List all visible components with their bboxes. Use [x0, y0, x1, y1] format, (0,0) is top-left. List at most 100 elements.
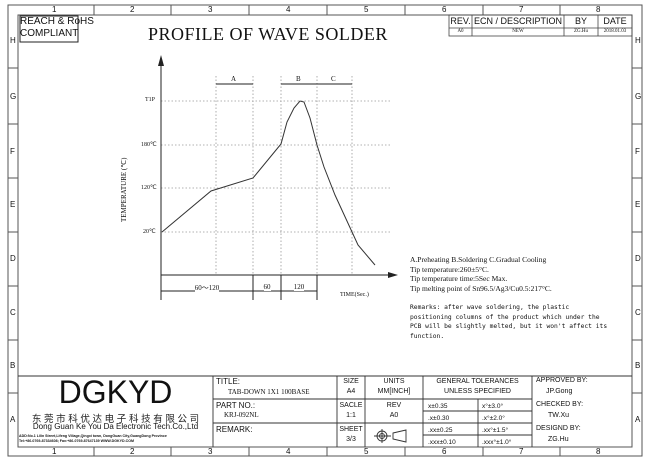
- column-label: 3: [208, 447, 213, 456]
- column-label: 4: [286, 5, 291, 14]
- y-tick-label: 120℃: [141, 185, 157, 191]
- tolerance-header-line: UNLESS SPECIFIED: [444, 388, 511, 395]
- tolerance-value: .x°±2.0°: [482, 415, 505, 422]
- tolerance-header: GENERAL TOLERANCES UNLESS SPECIFIED: [423, 377, 532, 397]
- company-address: ADD:No.1 Lilin Street,Lifeng Village,Qin…: [19, 434, 167, 438]
- tolerance-value: .x±0.30: [428, 415, 450, 422]
- row-label: C: [10, 308, 16, 317]
- date-value: 2018.01.03: [603, 29, 627, 34]
- tolerance-value: x±0.35: [428, 403, 448, 410]
- rev-cell: REV A0: [365, 401, 423, 421]
- remark-label: REMARK:: [216, 425, 253, 434]
- by-header: BY: [574, 16, 587, 26]
- x-axis-label: TIME(Sec.): [340, 292, 369, 298]
- rev-label: REV: [386, 402, 402, 409]
- tolerance-value: .xxx±0.10: [428, 439, 456, 446]
- column-label: 5: [364, 447, 369, 456]
- row-label: B: [10, 361, 16, 370]
- row-label: H: [10, 36, 16, 45]
- by-value: ZG.Hu: [573, 29, 589, 34]
- company-name-cn: 东 莞 市 科 优 达 电 子 科 技 有 限 公 司: [31, 414, 200, 425]
- time-segment-label: 60～120: [194, 284, 220, 292]
- rev-value: A0: [389, 412, 399, 419]
- compliance-line: COMPLIANT: [20, 28, 79, 39]
- row-label: D: [10, 254, 16, 263]
- units-cell: UNITS MM[INCH]: [365, 377, 423, 397]
- column-label: 2: [130, 5, 135, 14]
- ecn-value: NEW: [512, 29, 524, 34]
- temperature-curve: [161, 100, 376, 266]
- company-tel: Tel:+86-0769-87334608; Fax:+86-0769-8764…: [19, 439, 134, 443]
- rev-value: A0: [457, 29, 464, 34]
- zone-label: A: [231, 75, 237, 83]
- size-cell: SIZE A4: [337, 377, 365, 397]
- remark-line: function.: [410, 332, 445, 340]
- row-label: F: [635, 147, 640, 156]
- time-segment-label: 60: [263, 283, 271, 291]
- checked-value: TW.Xu: [548, 412, 570, 419]
- approved-value: JP.Gong: [546, 388, 573, 395]
- tolerance-header-line: GENERAL TOLERANCES: [436, 378, 519, 385]
- angular-tolerances: x°±3.0° .x°±2.0° .xx°±1.5° .xxx°±1.0°: [482, 401, 511, 449]
- column-label: 2: [130, 447, 135, 456]
- row-label: G: [635, 92, 642, 101]
- note-line: Tip temperature time:5Sec Max.: [410, 274, 508, 283]
- drawing-title: PROFILE OF WAVE SOLDER: [148, 24, 388, 44]
- sheet-cell: SHEET 3/3: [337, 425, 365, 445]
- column-label: 3: [208, 5, 213, 14]
- company-name-en: Dong Guan Ke You Da Electronic Tech.Co.,…: [32, 422, 199, 431]
- remark-line: Remarks: after wave soldering, the plast…: [410, 304, 570, 311]
- note-line: A.Preheating B.Soldering C.Gradual Cooli…: [410, 255, 547, 264]
- row-label: E: [10, 200, 16, 209]
- y-tick-label: 180℃: [141, 142, 157, 148]
- title-value: TAB-DOWN 1X1 100BASE: [228, 388, 310, 396]
- size-value: A4: [346, 388, 356, 395]
- remark-line: positioning columns of the product which…: [410, 313, 600, 321]
- part-no-label: PART NO.:: [216, 401, 256, 410]
- rev-header: REV.: [450, 16, 471, 26]
- row-label: F: [10, 147, 15, 156]
- zone-label: C: [331, 75, 336, 83]
- column-label: 8: [596, 5, 601, 14]
- scale-label: SACLE: [339, 402, 363, 409]
- size-label: SIZE: [343, 378, 359, 385]
- row-label: B: [635, 361, 641, 370]
- designed-value: ZG.Hu: [548, 436, 569, 443]
- process-notes: A.Preheating B.Soldering C.Gradual Cooli…: [410, 255, 552, 293]
- row-label: A: [635, 415, 641, 424]
- column-label: 4: [286, 447, 291, 456]
- column-label: 5: [364, 5, 369, 14]
- remarks: Remarks: after wave soldering, the plast…: [410, 303, 607, 341]
- scale-cell: SACLE 1:1: [337, 401, 365, 421]
- column-label: 7: [519, 447, 524, 456]
- row-label: H: [635, 36, 641, 45]
- column-label: 6: [442, 5, 447, 14]
- designed-label: DESIGND BY:: [536, 425, 581, 432]
- zone-label: B: [296, 75, 301, 83]
- column-label: 1: [52, 447, 57, 456]
- checked-label: CHECKED BY:: [536, 401, 584, 408]
- compliance-line: REACH & RoHS: [20, 16, 94, 27]
- row-label: D: [635, 254, 641, 263]
- sheet-label: SHEET: [339, 426, 363, 433]
- column-label: 7: [519, 5, 524, 14]
- company-logo: DGKYD: [58, 374, 173, 410]
- tolerance-value: .xxx°±1.0°: [482, 439, 512, 446]
- time-segment-label: 120: [293, 283, 305, 291]
- tolerance-value: .xx°±1.5°: [482, 427, 509, 434]
- row-label: A: [10, 415, 16, 424]
- row-label: E: [635, 200, 641, 209]
- ecn-header: ECN / DESCRIPTION: [473, 16, 562, 26]
- scale-value: 1:1: [346, 412, 356, 419]
- linear-tolerances: x±0.35 .x±0.30 .xx±0.25 .xxx±0.10: [428, 401, 456, 449]
- row-label: C: [635, 308, 641, 317]
- tolerance-value: x°±3.0°: [482, 403, 504, 410]
- y-axis-label: TEMPERATURE (℃): [120, 157, 128, 222]
- approved-label: APPROVED BY:: [536, 377, 588, 384]
- note-line: Tip temperature:260±5°C.: [410, 264, 489, 274]
- date-header: DATE: [603, 16, 627, 26]
- part-no-value: KRJ-092NL: [224, 411, 259, 419]
- compliance-badge: REACH & RoHS COMPLIANT: [20, 16, 94, 40]
- sheet-value: 3/3: [346, 436, 356, 443]
- y-tick-label: T1P: [145, 97, 156, 103]
